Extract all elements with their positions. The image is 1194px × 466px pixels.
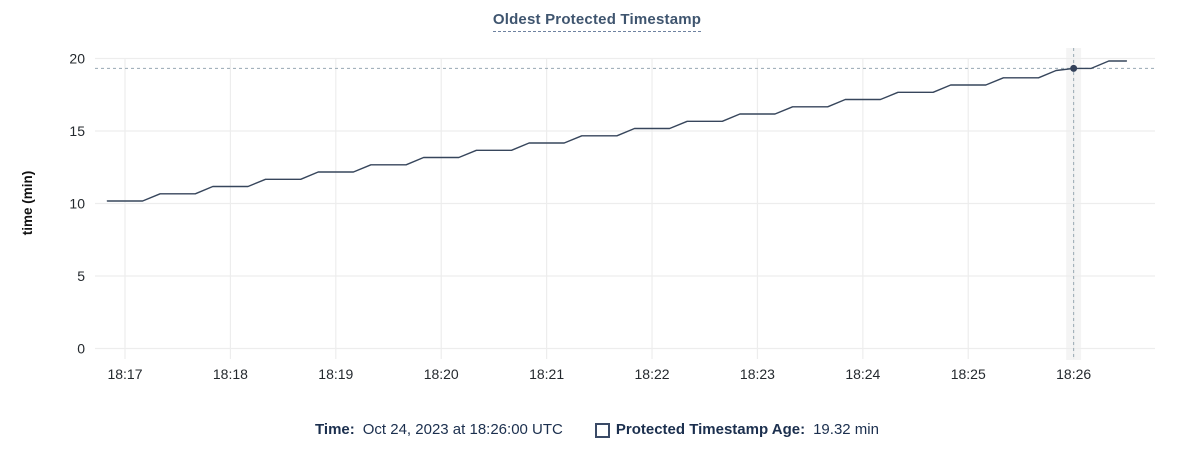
series-toggle-checkbox[interactable] [594, 422, 610, 438]
x-tick-label: 18:20 [424, 366, 459, 382]
y-tick-label: 10 [69, 196, 85, 212]
x-tick-label: 18:17 [107, 366, 142, 382]
x-tick-label: 18:24 [845, 366, 880, 382]
x-tick-label: 18:19 [318, 366, 353, 382]
series-label: Protected Timestamp Age: [615, 421, 806, 438]
x-tick-label: 18:25 [951, 366, 986, 382]
y-tick-label: 5 [77, 268, 85, 284]
timeseries-chart[interactable]: 18:17 18:18 18:19 18:20 18:21 18:22 18:23 18:24… [0, 0, 1194, 412]
hover-dot[interactable] [1070, 64, 1078, 72]
x-tick-label: 18:22 [635, 366, 670, 382]
hover-legend: Time: Oct 24, 2023 at 18:26:00 UTC Prote… [0, 420, 1194, 440]
series-value: 19.32 min [813, 421, 879, 438]
chart-title-row: Oldest Protected Timestamp [0, 11, 1194, 32]
y-axis-title: time (min) [20, 171, 35, 236]
x-tick-label: 18:18 [213, 366, 248, 382]
y-tick-label: 0 [77, 341, 85, 357]
x-tick-label: 18:26 [1056, 366, 1091, 382]
chart-line [106, 60, 1128, 202]
x-tick-label: 18:21 [529, 366, 564, 382]
hover-time-label: Time: [315, 421, 355, 438]
x-tick-label: 18:23 [740, 366, 775, 382]
series-legend-item: Protected Timestamp Age: 19.32 min [594, 420, 879, 440]
y-tick-label: 20 [69, 51, 85, 67]
y-tick-label: 15 [69, 123, 85, 139]
hover-time-value: Oct 24, 2023 at 18:26:00 UTC [362, 421, 563, 438]
chart-title[interactable]: Oldest Protected Timestamp [492, 11, 702, 32]
hover-time-item: Time: Oct 24, 2023 at 18:26:00 UTC [315, 420, 563, 440]
